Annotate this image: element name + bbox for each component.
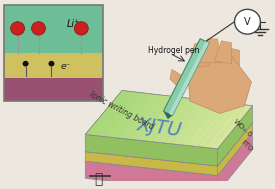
Text: ⏚: ⏚	[94, 173, 102, 187]
Polygon shape	[98, 92, 142, 137]
Polygon shape	[218, 132, 252, 189]
Bar	[4, 5, 103, 101]
Bar	[4, 78, 103, 101]
Polygon shape	[145, 97, 187, 142]
Circle shape	[23, 61, 29, 67]
Polygon shape	[178, 101, 220, 145]
Polygon shape	[85, 152, 218, 176]
Polygon shape	[163, 111, 172, 119]
Polygon shape	[163, 39, 209, 115]
Polygon shape	[131, 96, 174, 140]
Circle shape	[48, 61, 54, 67]
Polygon shape	[85, 108, 252, 166]
Polygon shape	[152, 98, 194, 142]
Polygon shape	[118, 94, 161, 139]
Polygon shape	[227, 48, 240, 66]
Polygon shape	[211, 105, 252, 149]
Polygon shape	[200, 39, 222, 63]
Polygon shape	[85, 91, 129, 135]
Polygon shape	[112, 94, 155, 138]
Polygon shape	[158, 99, 200, 143]
Text: WO₃₋δ: WO₃₋δ	[233, 118, 254, 138]
Text: Ionic writing board: Ionic writing board	[88, 90, 155, 131]
Circle shape	[74, 22, 88, 35]
Text: Li⁺: Li⁺	[66, 19, 79, 29]
Circle shape	[235, 9, 260, 34]
Polygon shape	[218, 106, 252, 166]
Bar	[4, 5, 103, 53]
Polygon shape	[218, 123, 252, 176]
Polygon shape	[188, 41, 210, 67]
Circle shape	[11, 22, 24, 35]
Polygon shape	[138, 97, 181, 141]
Polygon shape	[198, 104, 239, 147]
Polygon shape	[214, 41, 232, 64]
Polygon shape	[188, 56, 251, 113]
Text: V: V	[244, 17, 251, 27]
Bar	[4, 53, 103, 78]
Polygon shape	[85, 134, 218, 166]
Text: XJTU: XJTU	[136, 115, 183, 140]
Polygon shape	[85, 161, 218, 189]
Polygon shape	[171, 100, 213, 144]
Polygon shape	[85, 117, 252, 176]
Text: e⁻: e⁻	[60, 62, 71, 71]
Polygon shape	[191, 103, 233, 147]
Polygon shape	[85, 91, 252, 149]
Polygon shape	[125, 95, 168, 139]
Polygon shape	[105, 93, 148, 137]
Polygon shape	[92, 91, 135, 136]
Text: Hydrogel pen: Hydrogel pen	[148, 46, 199, 55]
Polygon shape	[204, 104, 246, 148]
Polygon shape	[185, 102, 226, 146]
Polygon shape	[165, 100, 207, 144]
Circle shape	[32, 22, 45, 35]
Text: FTO: FTO	[240, 139, 254, 153]
Polygon shape	[170, 70, 185, 91]
Polygon shape	[169, 41, 209, 115]
